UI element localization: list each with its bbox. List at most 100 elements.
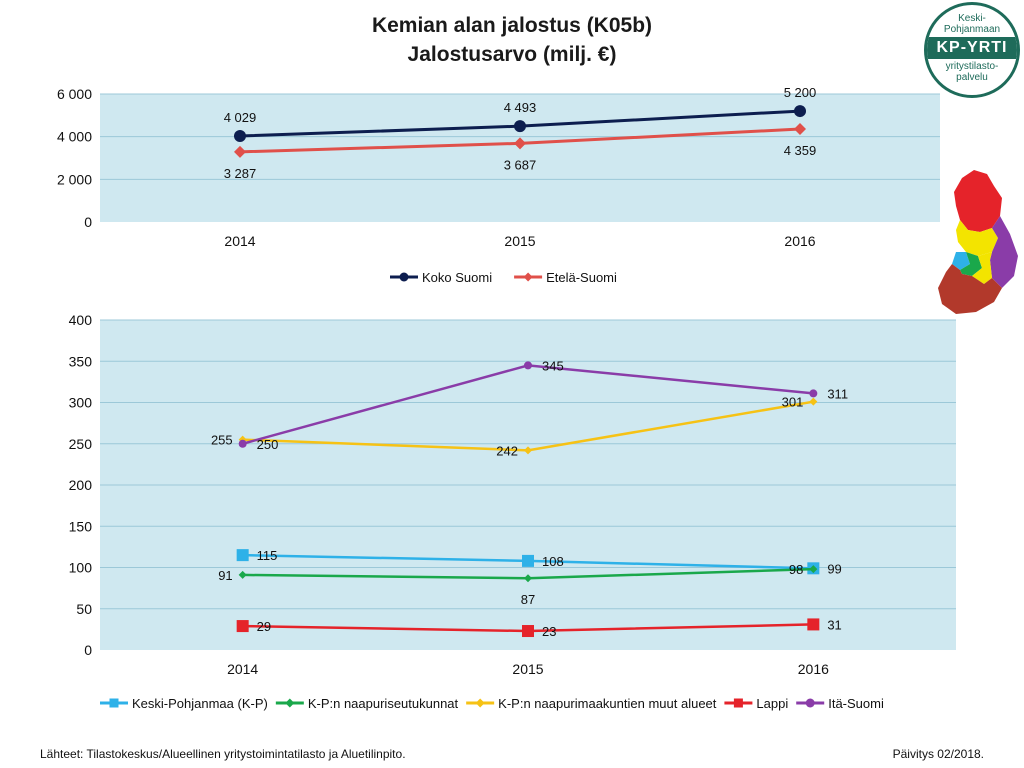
y-tick-label: 250 bbox=[69, 436, 93, 452]
chart-subtitle: Jalostusarvo (milj. €) bbox=[407, 43, 617, 66]
y-tick-label: 150 bbox=[69, 518, 93, 534]
data-label: 4 359 bbox=[784, 143, 817, 158]
data-label: 31 bbox=[827, 617, 841, 632]
data-point-koko-suomi bbox=[794, 105, 806, 118]
legend-marker bbox=[109, 698, 119, 708]
data-point-it-suomi bbox=[238, 439, 247, 448]
source-note: Lähteet: Tilastokeskus/Alueellinen yrity… bbox=[40, 747, 406, 761]
data-label: 29 bbox=[257, 619, 271, 634]
y-tick-label: 0 bbox=[84, 214, 92, 230]
data-point-it-suomi bbox=[809, 389, 818, 398]
legend-item-keski-pohjanmaa-k-p: Keski-Pohjanmaa (K-P) bbox=[100, 696, 268, 711]
data-label: 98 bbox=[789, 562, 803, 577]
data-point-lappi bbox=[522, 625, 534, 638]
x-tick-label: 2014 bbox=[224, 233, 255, 249]
legend-item-koko-suomi: Koko Suomi bbox=[390, 270, 492, 285]
legend-label: Koko Suomi bbox=[422, 270, 492, 285]
data-point-keski-pohjanmaa-k-p bbox=[236, 549, 249, 562]
update-note: Päivitys 02/2018. bbox=[892, 747, 984, 761]
legend-marker bbox=[733, 698, 743, 708]
legend-item-etel-suomi: Etelä-Suomi bbox=[514, 270, 617, 285]
legend-label: Lappi bbox=[756, 696, 788, 711]
map-naapuriseutukunnat bbox=[960, 252, 982, 276]
y-tick-label: 100 bbox=[69, 560, 93, 576]
data-label: 4 493 bbox=[504, 100, 537, 115]
x-tick-label: 2015 bbox=[504, 233, 535, 249]
y-tick-label: 50 bbox=[76, 601, 92, 617]
x-tick-label: 2016 bbox=[784, 233, 815, 249]
data-point-etel-suomi bbox=[514, 137, 526, 150]
legend-label: K-P:n naapuriseutukunnat bbox=[308, 696, 459, 711]
legend-marker bbox=[523, 272, 533, 282]
data-label: 345 bbox=[542, 358, 564, 373]
data-point-etel-suomi bbox=[794, 123, 806, 136]
legend-marker bbox=[805, 698, 815, 708]
legend-marker bbox=[475, 698, 485, 708]
legend-label: Etelä-Suomi bbox=[546, 270, 617, 285]
map-etela-suomi bbox=[938, 264, 1002, 314]
legend-item-lappi: Lappi bbox=[724, 696, 788, 711]
logo-line1: Keski- bbox=[958, 13, 986, 24]
data-point-lappi bbox=[807, 618, 820, 631]
y-tick-label: 200 bbox=[69, 477, 93, 493]
data-label: 23 bbox=[542, 624, 556, 639]
y-tick-label: 300 bbox=[69, 395, 93, 411]
data-point-koko-suomi bbox=[514, 120, 526, 133]
map-muut-alueet bbox=[972, 252, 992, 284]
data-label: 255 bbox=[211, 433, 233, 448]
legend-item-k-p-n-naapurimaakuntien-muut-alueet: K-P:n naapurimaakuntien muut alueet bbox=[466, 696, 717, 711]
legend-label: Keski-Pohjanmaa (K-P) bbox=[132, 696, 268, 711]
chart-koko-suomi: 0 2 000 4 000 6 000 2014 2015 2016 4 029 4 493 5 … bbox=[57, 85, 940, 285]
data-label: 87 bbox=[521, 592, 535, 607]
map-pohjois-pohjanmaa bbox=[956, 220, 998, 256]
data-point-it-suomi bbox=[524, 361, 532, 370]
data-label: 115 bbox=[257, 548, 278, 563]
logo-band: KP-YRTI bbox=[927, 37, 1017, 59]
legend-marker bbox=[399, 272, 409, 282]
data-point-k-p-n-naapuriseutukunnat bbox=[809, 565, 818, 574]
data-label: 311 bbox=[827, 386, 848, 401]
y-tick-label: 400 bbox=[69, 312, 93, 328]
data-label: 108 bbox=[542, 554, 564, 569]
chart-title: Kemian alan jalostus (K05b) bbox=[371, 14, 653, 37]
x-tick-label: 2016 bbox=[798, 661, 829, 677]
data-point-keski-pohjanmaa-k-p bbox=[522, 554, 534, 567]
data-label: 4 029 bbox=[224, 110, 257, 125]
map-ita-suomi bbox=[990, 216, 1018, 288]
finland-region-map bbox=[938, 170, 1018, 314]
x-tick-label: 2015 bbox=[512, 661, 543, 677]
data-label: 242 bbox=[496, 443, 518, 458]
data-label: 91 bbox=[218, 568, 232, 583]
data-point-koko-suomi bbox=[234, 130, 246, 143]
data-label: 250 bbox=[257, 437, 279, 452]
y-tick-label: 350 bbox=[69, 353, 93, 369]
y-tick-label: 2 000 bbox=[57, 171, 92, 187]
map-lappi bbox=[954, 170, 1002, 232]
legend-item-it-suomi: Itä-Suomi bbox=[796, 696, 884, 711]
data-point-k-p-n-naapurimaakuntien-muut-alueet bbox=[809, 397, 818, 406]
y-tick-label: 4 000 bbox=[57, 129, 92, 145]
logo-line3: yritystilasto- bbox=[945, 61, 999, 72]
data-label: 5 200 bbox=[784, 85, 817, 100]
data-point-k-p-n-naapuriseutukunnat bbox=[524, 574, 532, 583]
y-tick-label: 6 000 bbox=[57, 86, 92, 102]
logo-line2: Pohjanmaan bbox=[943, 24, 1001, 35]
data-point-lappi bbox=[236, 620, 249, 633]
data-label: 301 bbox=[782, 395, 804, 410]
data-label: 3 687 bbox=[504, 157, 537, 172]
data-label: 99 bbox=[827, 561, 841, 576]
legend-marker bbox=[285, 698, 295, 708]
legend-label: K-P:n naapurimaakuntien muut alueet bbox=[498, 696, 717, 711]
y-tick-label: 0 bbox=[84, 642, 92, 658]
logo-line4: palvelu bbox=[956, 72, 988, 83]
data-label: 3 287 bbox=[224, 166, 257, 181]
kp-yrti-logo: Keski- Pohjanmaan KP-YRTI yritystilasto-… bbox=[924, 2, 1020, 98]
data-point-etel-suomi bbox=[234, 145, 246, 158]
data-point-k-p-n-naapurimaakuntien-muut-alueet bbox=[524, 446, 532, 455]
legend-label: Itä-Suomi bbox=[828, 696, 884, 711]
x-tick-label: 2014 bbox=[227, 661, 258, 677]
legend-item-k-p-n-naapuriseutukunnat: K-P:n naapuriseutukunnat bbox=[275, 696, 459, 711]
map-keski-pohjanmaa bbox=[952, 252, 970, 270]
data-point-k-p-n-naapuriseutukunnat bbox=[238, 570, 247, 579]
